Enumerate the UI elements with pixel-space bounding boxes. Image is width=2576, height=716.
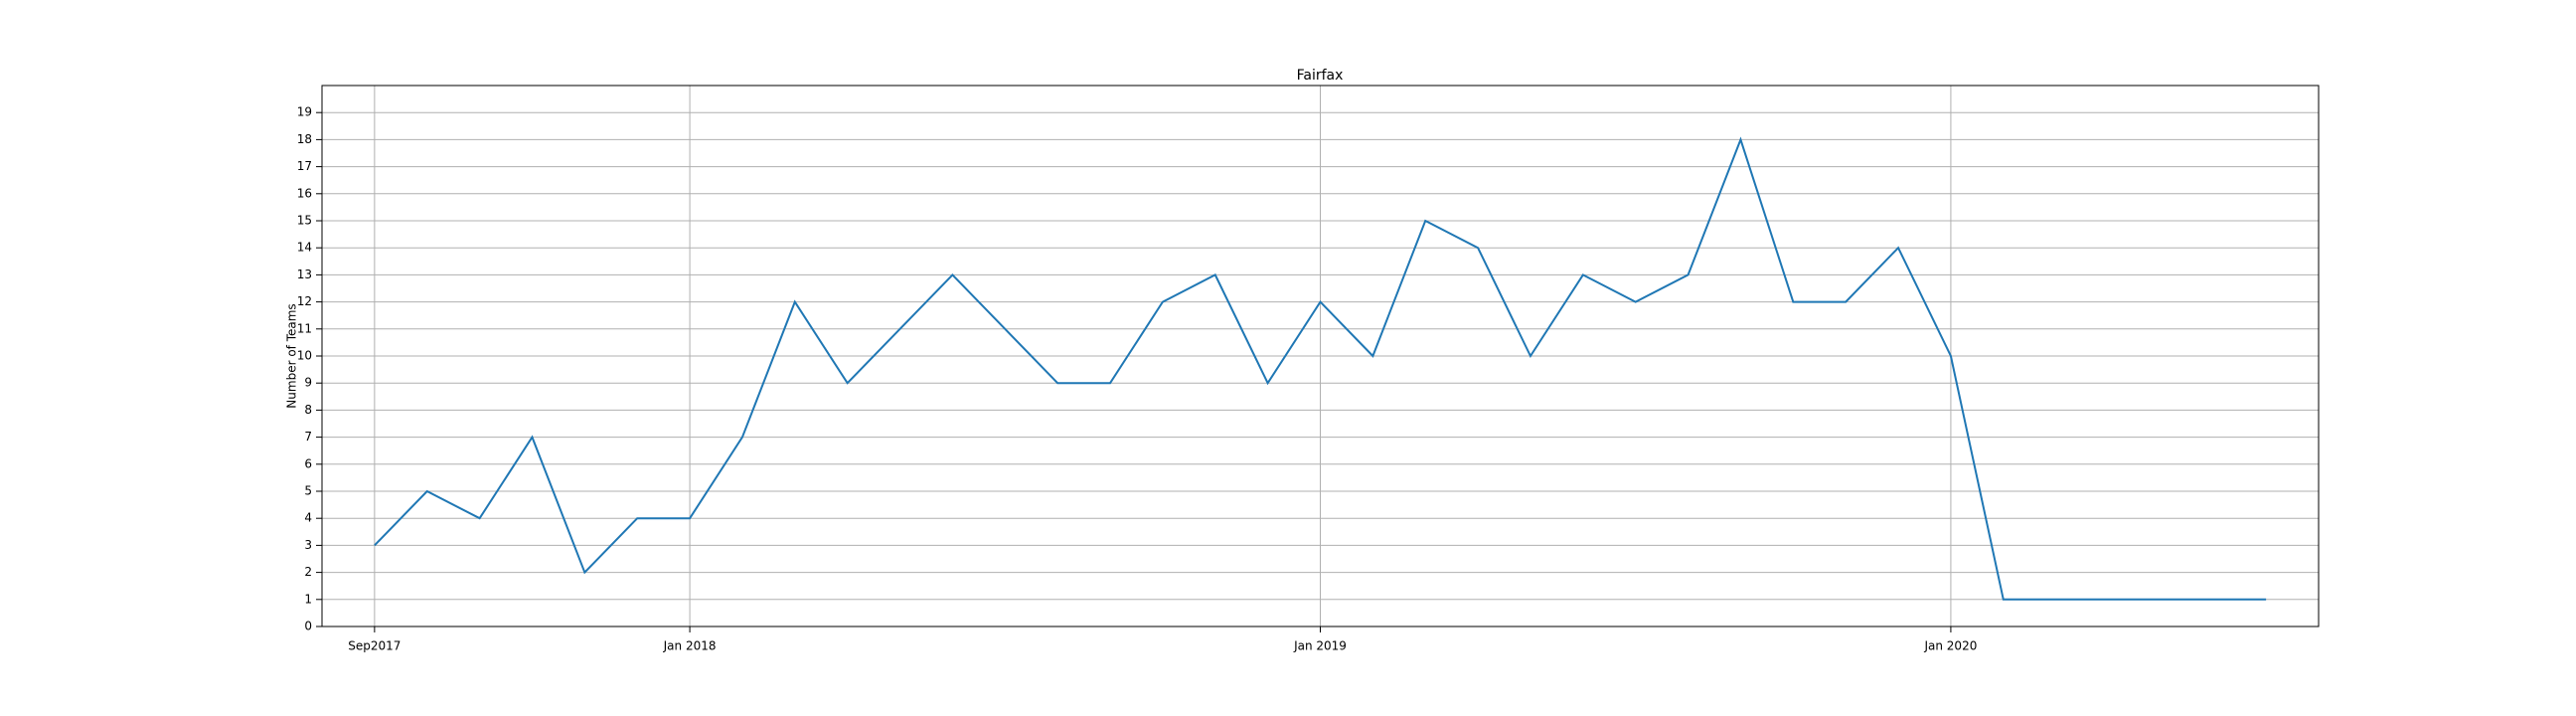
y-tick-label: 17 xyxy=(297,159,312,173)
y-tick-label: 18 xyxy=(297,132,312,146)
plot-frame xyxy=(321,85,2320,627)
data-line xyxy=(374,136,2267,601)
x-tick-label: Jan 2020 xyxy=(1923,639,1977,653)
x-tick-label: Jan 2018 xyxy=(663,639,717,653)
chart-title: Fairfax xyxy=(1297,68,1344,84)
y-tick-label: 16 xyxy=(297,186,312,200)
y-tick-label: 10 xyxy=(297,349,312,363)
y-tick-label: 12 xyxy=(297,294,312,308)
y-tick-label: 6 xyxy=(304,456,312,470)
y-tick-label: 1 xyxy=(304,592,312,606)
y-tick-label: 7 xyxy=(304,430,312,444)
y-tick-label: 3 xyxy=(304,538,312,552)
y-tick-label: 19 xyxy=(297,105,312,119)
y-tick-label: 9 xyxy=(304,376,312,390)
y-tick-label: 11 xyxy=(297,321,312,335)
y-tick-label: 4 xyxy=(304,511,312,525)
y-tick-label: 14 xyxy=(297,241,312,255)
y-tick-label: 5 xyxy=(304,484,312,498)
y-tick-label: 8 xyxy=(304,403,312,417)
y-tick-label: 13 xyxy=(297,268,312,281)
y-axis-label: Number of Teams xyxy=(285,303,299,408)
y-tick-label: 15 xyxy=(297,214,312,228)
x-tick-label: Sep2017 xyxy=(348,639,401,653)
y-tick-label: 2 xyxy=(304,565,312,579)
y-tick-label: 0 xyxy=(304,620,312,633)
x-tick-label: Jan 2019 xyxy=(1293,639,1347,653)
